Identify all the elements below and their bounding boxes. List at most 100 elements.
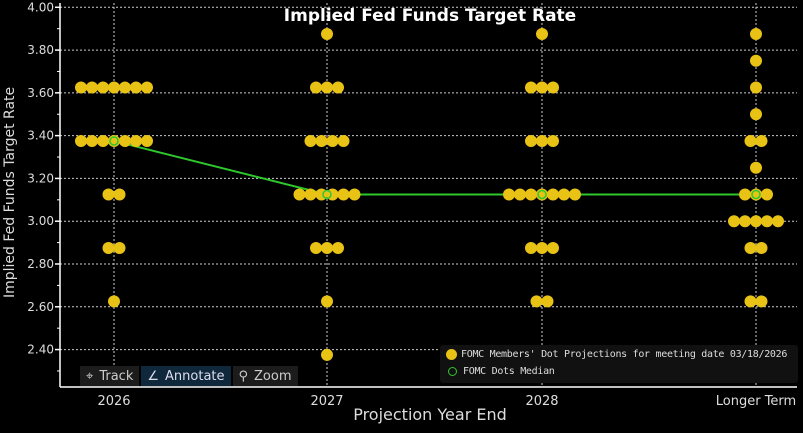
projection-dot bbox=[113, 188, 126, 201]
projection-dot bbox=[348, 188, 361, 201]
projection-dot bbox=[547, 81, 559, 94]
x-tick-label: Longer Term bbox=[716, 394, 796, 409]
projection-dot bbox=[332, 81, 344, 94]
projection-dot bbox=[75, 134, 87, 147]
projection-dot bbox=[321, 241, 333, 254]
projection-dot bbox=[755, 134, 768, 147]
projection-dot bbox=[141, 81, 153, 94]
zoom-button[interactable]: ⚲ Zoom bbox=[232, 366, 298, 386]
projection-dot bbox=[761, 188, 773, 201]
projection-dot bbox=[739, 188, 751, 201]
projection-dot bbox=[321, 28, 333, 41]
projection-dot bbox=[321, 81, 333, 94]
chart-toolbar: ⌖ Track ∠ Annotate ⚲ Zoom bbox=[80, 366, 298, 386]
projection-dot bbox=[514, 188, 526, 201]
projection-dot bbox=[97, 134, 109, 147]
projection-dot bbox=[750, 161, 762, 174]
legend: FOMC Members' Dot Projections for meetin… bbox=[440, 345, 798, 383]
projection-dot bbox=[530, 295, 543, 308]
projection-dot bbox=[536, 81, 548, 94]
projection-dot bbox=[744, 241, 757, 254]
projection-dot bbox=[337, 188, 350, 201]
x-axis-label: Projection Year End bbox=[353, 405, 507, 424]
projection-dot bbox=[547, 241, 559, 254]
y-axis-label: Implied Fed Funds Target Rate bbox=[2, 86, 18, 298]
projection-dot bbox=[119, 134, 131, 147]
y-tick-label: 2.60 bbox=[27, 300, 54, 314]
projection-dot bbox=[97, 81, 109, 94]
legend-item-dots: FOMC Members' Dot Projections for meetin… bbox=[446, 349, 787, 360]
projection-dot bbox=[755, 241, 768, 254]
crosshair-icon: ⌖ bbox=[86, 368, 94, 384]
projection-dot bbox=[744, 134, 757, 147]
track-button[interactable]: ⌖ Track bbox=[80, 366, 140, 386]
projection-dot bbox=[750, 81, 762, 94]
projection-dot bbox=[744, 295, 757, 308]
projection-dot bbox=[113, 241, 126, 254]
projection-dot bbox=[321, 348, 333, 361]
projection-dot bbox=[108, 295, 120, 308]
projection-dot bbox=[547, 188, 559, 201]
projection-dot bbox=[569, 188, 581, 201]
track-label: Track bbox=[99, 368, 134, 384]
projection-dot bbox=[108, 81, 120, 94]
median-marker bbox=[751, 189, 761, 200]
projection-dot bbox=[86, 134, 98, 147]
projection-dot bbox=[536, 134, 548, 147]
magnifier-icon: ⚲ bbox=[238, 368, 249, 384]
projection-dot bbox=[772, 215, 784, 228]
zoom-label: Zoom bbox=[254, 368, 292, 384]
projection-dot bbox=[321, 295, 333, 308]
projection-dot bbox=[119, 81, 131, 94]
y-tick-label: 3.20 bbox=[27, 171, 54, 185]
median-marker bbox=[322, 189, 332, 200]
projection-dot bbox=[102, 241, 115, 254]
projection-dot bbox=[739, 215, 751, 228]
projection-dot bbox=[541, 295, 554, 308]
median-line bbox=[113, 140, 756, 196]
projection-dot bbox=[761, 215, 773, 228]
chart-title: Implied Fed Funds Target Rate bbox=[283, 6, 577, 26]
projection-dot bbox=[130, 134, 142, 147]
projection-dot bbox=[503, 188, 515, 201]
projection-dot bbox=[525, 188, 537, 201]
projection-dot bbox=[310, 81, 322, 94]
projection-dot bbox=[525, 81, 537, 94]
projection-dot bbox=[728, 215, 740, 228]
projection-dot bbox=[141, 134, 153, 147]
projection-dot bbox=[293, 188, 306, 201]
projection-dot bbox=[130, 81, 142, 94]
projection-dot bbox=[558, 188, 570, 201]
y-tick-label: 2.80 bbox=[27, 257, 54, 271]
projection-dot bbox=[332, 241, 344, 254]
y-tick-label: 2.40 bbox=[27, 343, 54, 357]
projection-dot bbox=[75, 81, 87, 94]
x-tick-label: 2028 bbox=[525, 394, 558, 409]
y-tick-label: 3.60 bbox=[27, 86, 54, 100]
projection-dot bbox=[536, 241, 548, 254]
x-tick-label: 2026 bbox=[97, 394, 130, 409]
annotate-button[interactable]: ∠ Annotate bbox=[141, 366, 231, 386]
y-tick-label: 4.00 bbox=[27, 0, 54, 14]
projection-dot bbox=[547, 134, 559, 147]
x-tick-label: 2027 bbox=[310, 394, 343, 409]
legend-item-median: FOMC Dots Median bbox=[446, 366, 555, 377]
legend-label: FOMC Dots Median bbox=[463, 366, 555, 377]
projection-dot bbox=[525, 134, 537, 147]
projection-dot bbox=[102, 188, 115, 201]
annotate-label: Annotate bbox=[165, 368, 225, 384]
projection-dot bbox=[304, 188, 317, 201]
projection-dot bbox=[750, 54, 762, 67]
median-marker bbox=[537, 189, 547, 200]
projection-dot bbox=[755, 295, 768, 308]
projection-dot bbox=[750, 108, 762, 121]
projection-dot bbox=[326, 134, 339, 147]
projection-dot bbox=[337, 134, 350, 147]
projection-dot bbox=[304, 134, 317, 147]
projection-dot bbox=[315, 134, 328, 147]
projection-dot bbox=[750, 215, 762, 228]
y-tick-label: 3.40 bbox=[27, 129, 54, 143]
y-tick-label: 3.00 bbox=[27, 214, 54, 228]
legend-label: FOMC Members' Dot Projections for meetin… bbox=[461, 349, 788, 360]
